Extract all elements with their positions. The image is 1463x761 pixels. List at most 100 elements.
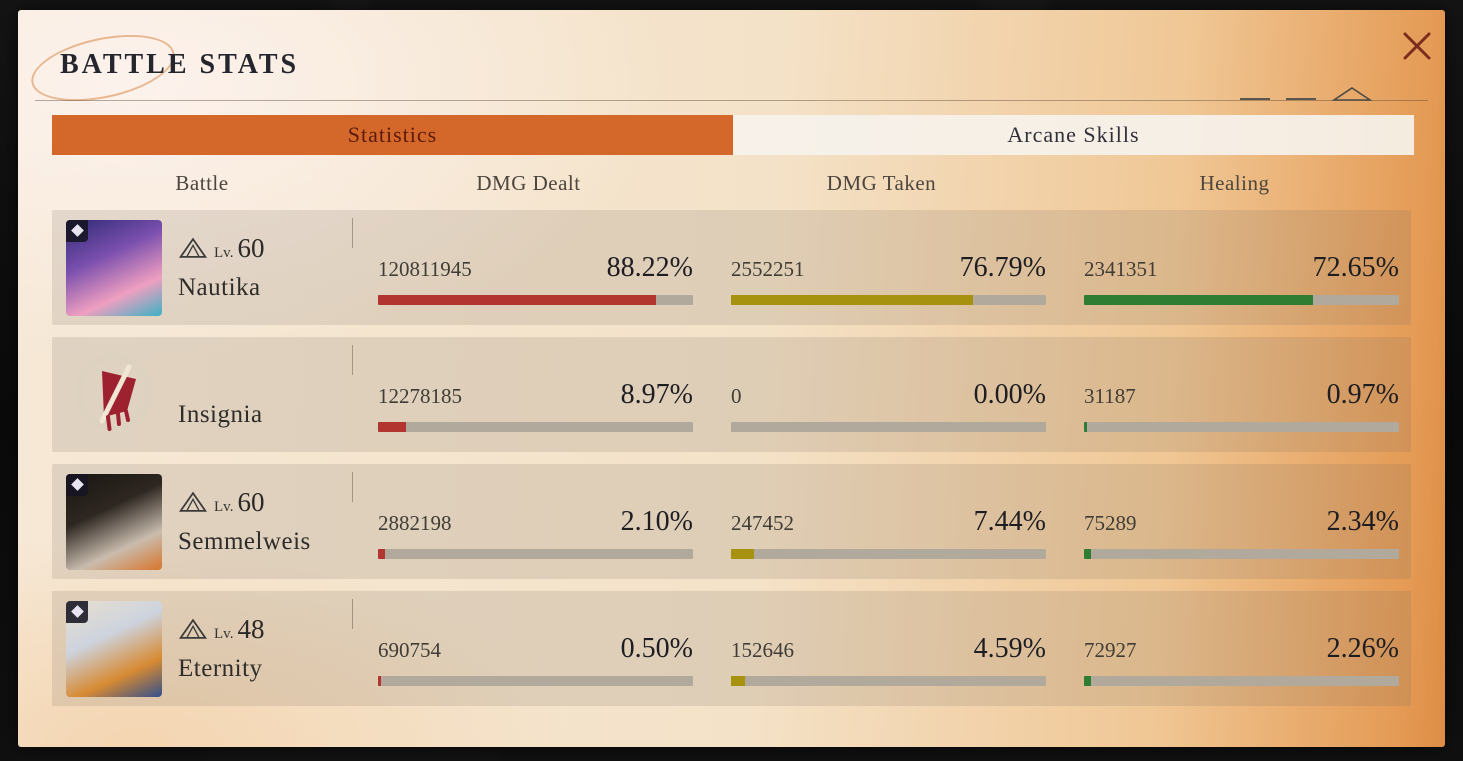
close-button[interactable] (1397, 26, 1437, 66)
table-header: Battle DMG Dealt DMG Taken Healing (52, 170, 1411, 196)
stat-readout: 72927 2.26% (1084, 633, 1399, 667)
stat-bar-fill (1084, 422, 1088, 432)
stat-bar-fill (731, 549, 755, 559)
table-row: Lv. 48 Eternity 690754 0.50% 152646 4.59%… (52, 591, 1411, 706)
level-prefix: Lv. (214, 244, 234, 261)
stat-cell-healing: 2341351 72.65% (1058, 210, 1411, 325)
battle-cell: Lv. 60 Nautika (52, 210, 352, 325)
stat-cell-dmg-dealt: 2882198 2.10% (352, 464, 705, 579)
level-line: Lv. 60 (178, 233, 264, 263)
stat-bar-fill (1084, 676, 1092, 686)
tab-statistics[interactable]: Statistics (52, 115, 733, 155)
stat-value: 75289 (1084, 511, 1137, 535)
stat-bar (731, 295, 1046, 305)
close-icon (1403, 32, 1431, 60)
stat-bar (378, 422, 693, 432)
stat-cell-dmg-dealt: 690754 0.50% (352, 591, 705, 706)
table-row: Insignia 12278185 8.97% 0 0.00% 31187 0.… (52, 337, 1411, 452)
column-header-dmg-taken: DMG Taken (826, 171, 937, 195)
stat-bar (1084, 422, 1399, 432)
stat-readout: 2341351 72.65% (1084, 252, 1399, 286)
stat-readout: 152646 4.59% (731, 633, 1046, 667)
stat-bar (731, 549, 1046, 559)
insight-icon (178, 491, 208, 512)
page-title: BATTLE STATS (60, 49, 300, 80)
stat-percent: 0.97% (1326, 379, 1399, 410)
stat-percent: 2.10% (620, 506, 693, 537)
stat-value: 72927 (1084, 638, 1137, 662)
decorative-marks (1240, 86, 1372, 102)
column-header-dmg-dealt: DMG Dealt (476, 171, 581, 195)
stat-value: 2341351 (1084, 257, 1158, 281)
stat-bar-fill (378, 295, 656, 305)
stat-value: 2552251 (731, 257, 805, 281)
character-name: Insignia (178, 400, 263, 428)
stat-value: 31187 (1084, 384, 1136, 408)
stat-bar-fill (378, 422, 407, 432)
avatar-badge-icon (66, 473, 88, 496)
stat-readout: 0 0.00% (731, 379, 1046, 413)
character-name: Semmelweis (178, 527, 311, 555)
stat-readout: 2882198 2.10% (378, 506, 693, 540)
stat-percent: 72.65% (1312, 252, 1399, 283)
background-detail (330, 0, 370, 10)
battle-cell: Lv. 48 Eternity (52, 591, 352, 706)
dash-decoration (1240, 98, 1270, 100)
insight-icon (178, 618, 208, 639)
avatar-badge-icon (66, 219, 88, 242)
stat-bar (378, 295, 693, 305)
stat-percent: 0.50% (620, 633, 693, 664)
battle-stats-panel: BATTLE STATS Statistics Arcane Skills Ba… (18, 10, 1445, 747)
stat-bar (731, 676, 1046, 686)
stat-bar (731, 422, 1046, 432)
stat-value: 12278185 (378, 384, 462, 408)
battle-cell: Lv. 60 Semmelweis (52, 464, 352, 579)
stat-bar-fill (731, 295, 973, 305)
dash-decoration (1286, 98, 1316, 100)
stat-bar (378, 549, 693, 559)
stat-cell-healing: 31187 0.97% (1058, 337, 1411, 452)
stat-cell-dmg-taken: 2552251 76.79% (705, 210, 1058, 325)
stat-bar (1084, 676, 1399, 686)
battle-cell: Insignia (52, 337, 352, 452)
level-value: 48 (237, 613, 265, 644)
level-line: Lv. 48 (178, 614, 264, 644)
stat-cell-healing: 75289 2.34% (1058, 464, 1411, 579)
level-prefix: Lv. (214, 625, 234, 642)
character-info: Lv. 48 Eternity (178, 601, 264, 697)
stat-cell-dmg-taken: 152646 4.59% (705, 591, 1058, 706)
title-divider (35, 100, 1428, 101)
stat-percent: 2.34% (1326, 506, 1399, 537)
tab-bar: Statistics Arcane Skills (52, 115, 1414, 155)
background-detail (980, 0, 1050, 12)
stat-percent: 2.26% (1326, 633, 1399, 664)
stat-value: 152646 (731, 638, 794, 662)
insignia-emblem-icon (75, 353, 153, 431)
insight-icon (178, 237, 208, 258)
level-prefix: Lv. (214, 498, 234, 515)
stat-bar-fill (1084, 549, 1092, 559)
tab-arcane-skills[interactable]: Arcane Skills (733, 115, 1414, 155)
stat-readout: 247452 7.44% (731, 506, 1046, 540)
stat-cell-dmg-dealt: 120811945 88.22% (352, 210, 705, 325)
stat-cell-healing: 72927 2.26% (1058, 591, 1411, 706)
level-line: Lv. 60 (178, 487, 311, 517)
stat-bar-fill (378, 549, 385, 559)
stat-readout: 12278185 8.97% (378, 379, 693, 413)
stat-bar-fill (378, 676, 381, 686)
stat-readout: 2552251 76.79% (731, 252, 1046, 286)
table-row: Lv. 60 Semmelweis 2882198 2.10% 247452 7.… (52, 464, 1411, 579)
stat-value: 247452 (731, 511, 794, 535)
stat-cell-dmg-dealt: 12278185 8.97% (352, 337, 705, 452)
stat-percent: 7.44% (973, 506, 1046, 537)
stat-value: 0 (731, 384, 742, 408)
stat-readout: 120811945 88.22% (378, 252, 693, 286)
character-info: Insignia (178, 347, 263, 443)
level-value: 60 (237, 486, 265, 517)
stat-percent: 76.79% (959, 252, 1046, 283)
level-value: 60 (237, 232, 265, 263)
avatar-badge-icon (66, 600, 88, 623)
stat-percent: 8.97% (620, 379, 693, 410)
character-name: Eternity (178, 654, 263, 682)
stat-readout: 31187 0.97% (1084, 379, 1399, 413)
